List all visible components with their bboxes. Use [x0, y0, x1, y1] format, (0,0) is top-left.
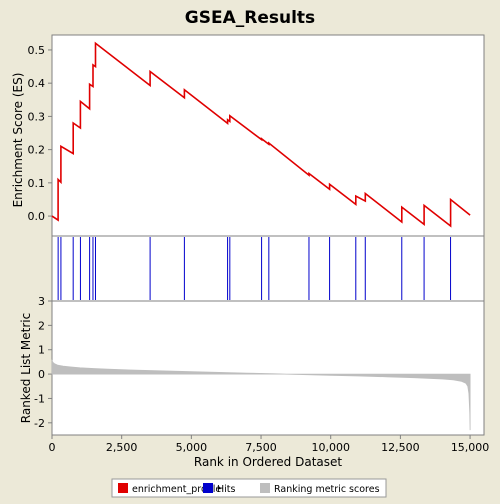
enrichment-y-axis-label: Enrichment Score (ES) — [11, 73, 25, 208]
enrichment-y-tick-label: 0.0 — [28, 210, 46, 223]
enrichment-y-tick-label: 0.1 — [28, 177, 46, 190]
ranking-y-tick-label: -1 — [34, 392, 45, 405]
ranking-y-tick-label: -2 — [34, 417, 45, 430]
x-tick-label: 12,500 — [381, 441, 420, 454]
legend-box — [111, 478, 387, 498]
x-tick-label: 10,000 — [311, 441, 350, 454]
enrichment-y-tick-label: 0.4 — [28, 77, 46, 90]
ranking-metric-area — [51, 359, 471, 431]
hits-panel — [51, 235, 485, 302]
enrichment-profile-line — [51, 41, 471, 228]
hits-series — [57, 237, 452, 300]
x-tick-label: 2,500 — [106, 441, 138, 454]
enrichment-y-tick-label: 0.5 — [28, 44, 46, 57]
x-tick-label: 5,000 — [176, 441, 208, 454]
legend-swatch — [118, 483, 128, 493]
enrichment-profile-series — [51, 41, 471, 228]
ranking-y-axis-label: Ranked List Metric — [19, 313, 33, 423]
legend-swatch — [260, 483, 270, 493]
legend-swatch — [203, 483, 213, 493]
enrichment-y-tick-label: 0.3 — [28, 110, 46, 123]
ranking-panel — [51, 300, 485, 436]
legend-label: enrichment_profile — [132, 484, 221, 495]
ranking-y-tick-label: 1 — [38, 344, 45, 357]
x-tick-label: 0 — [49, 441, 56, 454]
legend-label: Ranking metric scores — [274, 484, 380, 495]
x-axis: 0 2,500 5,000 7,500 10,000 12,500 15,000 — [49, 435, 490, 454]
enrichment-y-tick-label: 0.2 — [28, 144, 46, 157]
legend-label: Hits — [217, 484, 236, 495]
ranking-metric-series — [51, 359, 471, 431]
ranking-y-tick-label: 2 — [38, 319, 45, 332]
x-axis-label: Rank in Ordered Dataset — [194, 455, 342, 469]
x-tick-label: 15,000 — [451, 441, 490, 454]
ranking-y-axis: -2 -1 0 1 2 3 — [34, 295, 52, 430]
enrichment-panel — [51, 34, 485, 237]
ranking-y-tick-label: 3 — [38, 295, 45, 308]
x-tick-label: 7,500 — [245, 441, 277, 454]
enrichment-y-axis: 0.0 0.1 0.2 0.3 0.4 0.5 — [28, 44, 52, 223]
ranking-y-tick-label: 0 — [38, 368, 45, 381]
chart-title: GSEA_Results — [185, 8, 315, 28]
